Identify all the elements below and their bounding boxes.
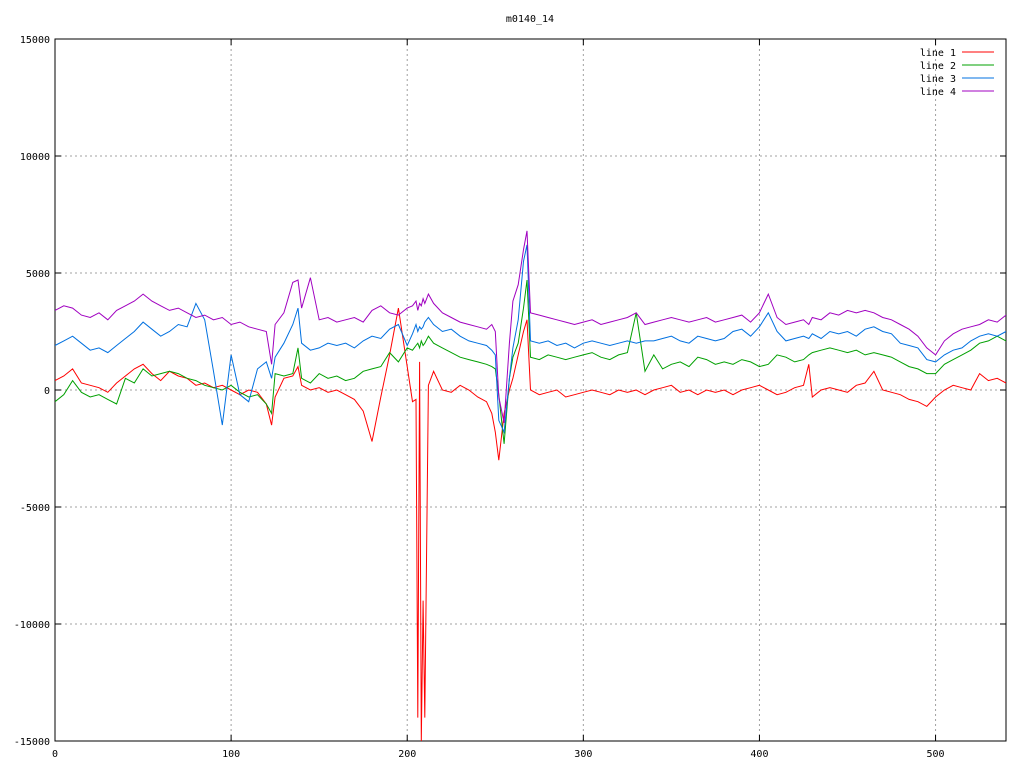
y-tick-label: -15000 — [14, 737, 50, 748]
legend-label-3: line 3 — [920, 74, 956, 85]
x-tick-label: 200 — [398, 749, 416, 760]
legend-label-1: line 1 — [920, 48, 956, 59]
legend-label-4: line 4 — [920, 87, 956, 98]
y-tick-label: -10000 — [14, 620, 50, 631]
x-tick-label: 300 — [574, 749, 592, 760]
series-line-2 — [55, 279, 1006, 444]
series-line-3 — [55, 244, 1006, 435]
axes: 0 100 200 300 400 500 -15000 -10000 -5000 0 5000 10… — [14, 35, 1007, 760]
legend: line 1 line 2 line 3 line 4 — [920, 48, 994, 98]
x-tick-label: 500 — [927, 749, 945, 760]
y-tick-label: 0 — [44, 386, 50, 397]
series-line-1 — [55, 308, 1006, 741]
x-tick-label: 0 — [52, 749, 58, 760]
y-tick-label: 5000 — [26, 269, 50, 280]
chart-title: m0140_14 — [506, 14, 554, 25]
series-line-4 — [55, 230, 1006, 423]
x-tick-label: 100 — [222, 749, 240, 760]
legend-label-2: line 2 — [920, 61, 956, 72]
series-layer — [55, 230, 1006, 741]
x-tick-label: 400 — [750, 749, 768, 760]
y-tick-label: 15000 — [20, 35, 50, 46]
y-tick-label: 10000 — [20, 152, 50, 163]
y-tick-label: -5000 — [20, 503, 50, 514]
